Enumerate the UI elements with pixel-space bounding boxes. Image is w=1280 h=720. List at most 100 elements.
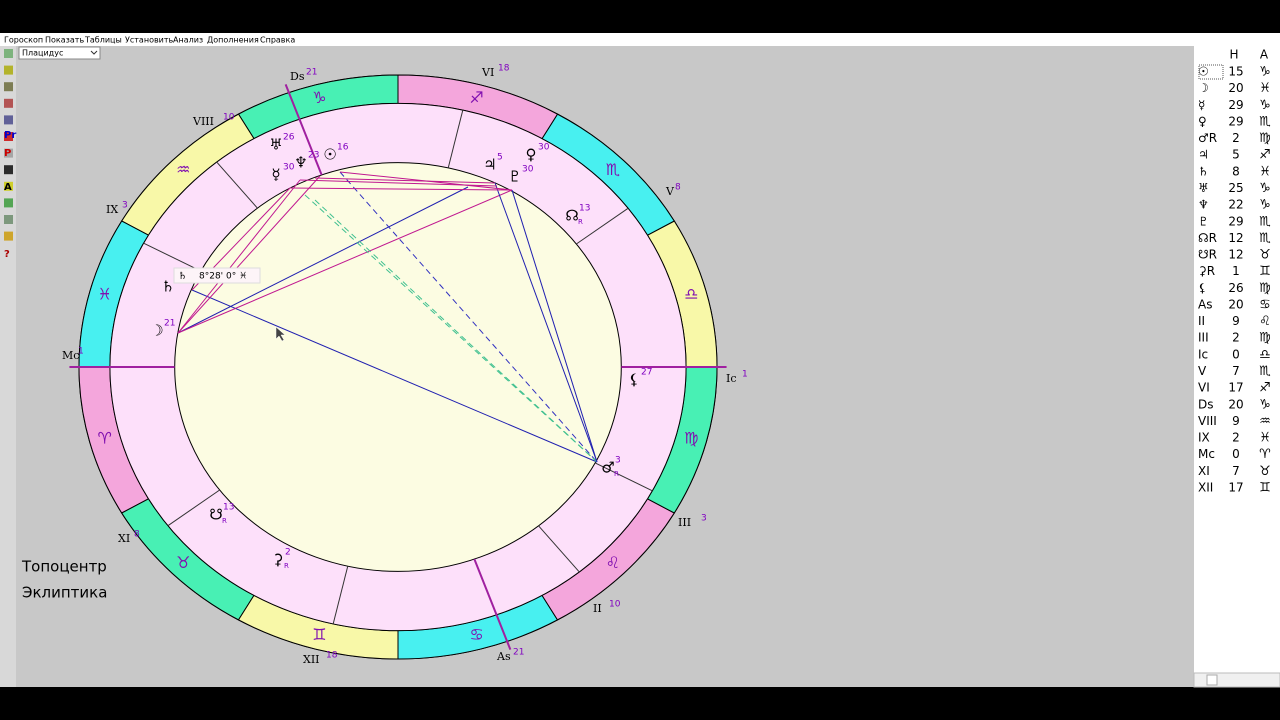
toolbar-label[interactable]: Pr [4, 130, 16, 141]
row-degree[interactable]: 20 [1228, 297, 1243, 311]
toolbar-label[interactable]: P [4, 148, 11, 159]
row-degree[interactable]: 9 [1232, 314, 1240, 328]
row-sign[interactable]: ♌ [1259, 314, 1271, 329]
scroll-thumb[interactable] [1206, 674, 1218, 686]
row-glyph[interactable]: ♀ [1198, 114, 1207, 128]
row-glyph[interactable]: Mc [1198, 447, 1215, 461]
row-degree[interactable]: 8 [1232, 164, 1240, 178]
menu-item[interactable]: Гороскоп [4, 36, 43, 45]
row-glyph[interactable]: V [1198, 364, 1207, 378]
toolbar-label[interactable]: ? [4, 249, 10, 260]
row-degree[interactable]: 0 [1232, 347, 1240, 361]
row-glyph[interactable]: IX [1198, 431, 1210, 445]
row-glyph[interactable]: ☉ [1198, 65, 1209, 79]
row-sign[interactable]: ♉ [1259, 248, 1271, 263]
toolbar-icon[interactable] [4, 98, 13, 108]
row-degree[interactable]: 7 [1232, 464, 1240, 478]
toolbar-icon[interactable] [4, 148, 13, 158]
row-glyph[interactable]: VIII [1198, 414, 1217, 428]
row-glyph[interactable]: III [1198, 331, 1209, 345]
row-sign[interactable]: ♒ [1259, 414, 1271, 429]
row-sign[interactable]: ♏ [1259, 231, 1271, 246]
row-glyph[interactable]: Ds [1198, 397, 1214, 411]
row-sign[interactable]: ♍ [1259, 281, 1271, 296]
row-degree[interactable]: 2 [1232, 131, 1240, 145]
row-glyph[interactable]: ♄ [1198, 164, 1209, 178]
row-sign[interactable]: ♑ [1259, 65, 1271, 80]
row-degree[interactable]: 2 [1232, 331, 1240, 345]
menu-item[interactable]: Установить [125, 36, 174, 45]
row-degree[interactable]: 9 [1232, 414, 1240, 428]
row-sign[interactable]: ♏ [1259, 214, 1271, 229]
row-glyph[interactable]: VI [1198, 381, 1210, 395]
menu-item[interactable]: Справка [260, 36, 295, 45]
row-sign[interactable]: ♈ [1259, 447, 1271, 462]
row-sign[interactable]: ♏ [1259, 114, 1271, 129]
row-sign[interactable]: ♓ [1259, 164, 1271, 179]
row-sign[interactable]: ♓ [1259, 81, 1271, 96]
row-glyph[interactable]: ♂R [1198, 131, 1217, 145]
row-sign[interactable]: ♊ [1259, 481, 1271, 496]
row-sign[interactable]: ♍ [1259, 131, 1271, 146]
row-degree[interactable]: 29 [1228, 114, 1243, 128]
toolbar-label[interactable]: A [4, 182, 12, 193]
row-glyph[interactable]: ⚳R [1198, 264, 1215, 278]
row-degree[interactable]: 15 [1228, 65, 1243, 79]
row-glyph[interactable]: ☊R [1198, 231, 1217, 245]
row-degree[interactable]: 29 [1228, 214, 1243, 228]
row-sign[interactable]: ♋ [1259, 297, 1271, 312]
row-glyph[interactable]: ⚸ [1198, 281, 1207, 295]
row-glyph[interactable]: ♃ [1198, 148, 1209, 162]
row-glyph[interactable]: ☿ [1198, 98, 1205, 112]
row-degree[interactable]: 5 [1232, 148, 1240, 162]
row-sign[interactable]: ♑ [1259, 198, 1271, 213]
menu-item[interactable]: Таблицы [84, 36, 122, 45]
menu-item[interactable]: Показать [45, 36, 84, 45]
row-degree[interactable]: 22 [1228, 198, 1243, 212]
row-degree[interactable]: 25 [1228, 181, 1243, 195]
toolbar-icon[interactable] [4, 198, 13, 208]
row-sign[interactable]: ♓ [1259, 431, 1271, 446]
toolbar-icon[interactable] [4, 215, 13, 224]
row-sign[interactable]: ♊ [1259, 264, 1271, 279]
house-system-select[interactable] [18, 46, 101, 60]
toolbar-icon[interactable] [4, 49, 13, 58]
row-sign[interactable]: ♉ [1259, 464, 1271, 479]
row-sign[interactable]: ♐ [1259, 381, 1271, 396]
row-glyph[interactable]: II [1198, 314, 1205, 328]
menu-item[interactable]: Дополнения [207, 36, 259, 45]
row-degree[interactable]: 17 [1228, 381, 1243, 395]
row-sign[interactable]: ♑ [1259, 98, 1271, 113]
row-glyph[interactable]: ☋R [1198, 248, 1217, 262]
row-glyph[interactable]: ♅ [1198, 181, 1209, 195]
toolbar-icon[interactable] [4, 132, 13, 141]
toolbar-icon[interactable] [4, 82, 13, 92]
row-degree[interactable]: 1 [1232, 264, 1240, 278]
row-degree[interactable]: 12 [1228, 231, 1243, 245]
row-sign[interactable]: ♑ [1259, 181, 1271, 196]
row-glyph[interactable]: ♇ [1198, 214, 1209, 228]
row-degree[interactable]: 12 [1228, 248, 1243, 262]
row-degree[interactable]: 29 [1228, 98, 1243, 112]
toolbar-icon[interactable] [4, 115, 13, 125]
row-degree[interactable]: 0 [1232, 447, 1240, 461]
row-sign[interactable]: ♑ [1259, 397, 1271, 412]
row-glyph[interactable]: As [1198, 297, 1212, 311]
row-glyph[interactable]: XI [1198, 464, 1210, 478]
row-degree[interactable]: 20 [1228, 81, 1243, 95]
row-sign[interactable]: ♏ [1259, 364, 1271, 379]
row-sign[interactable]: ♎ [1259, 347, 1271, 362]
row-degree[interactable]: 7 [1232, 364, 1240, 378]
toolbar-icon[interactable] [4, 165, 13, 175]
row-glyph[interactable]: ☽ [1198, 81, 1209, 95]
row-glyph[interactable]: XII [1198, 481, 1213, 495]
menu-item[interactable]: Анализ [173, 36, 203, 45]
row-glyph[interactable]: ♆ [1198, 198, 1209, 212]
row-degree[interactable]: 26 [1228, 281, 1243, 295]
toolbar-icon[interactable] [4, 65, 13, 75]
row-sign[interactable]: ♍ [1259, 331, 1271, 346]
row-sign[interactable]: ♐ [1259, 148, 1271, 163]
row-degree[interactable]: 20 [1228, 397, 1243, 411]
row-degree[interactable]: 17 [1228, 481, 1243, 495]
row-glyph[interactable]: Ic [1198, 347, 1208, 361]
